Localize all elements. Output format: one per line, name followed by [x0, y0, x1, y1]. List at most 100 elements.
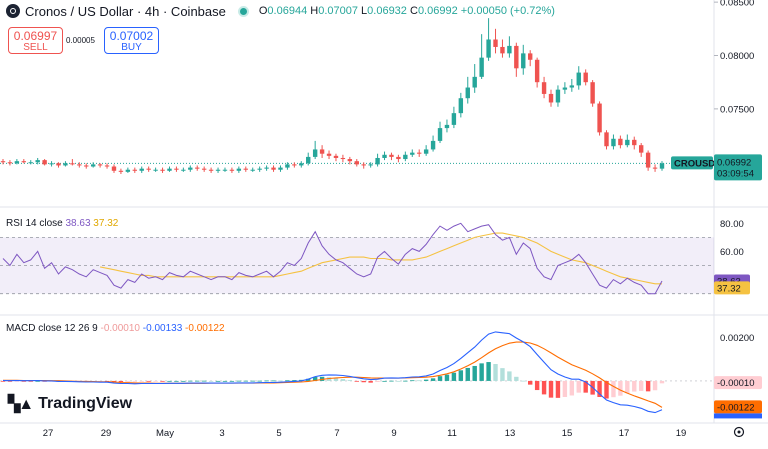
- macd-histogram-bar: [486, 362, 491, 381]
- candle-body: [632, 139, 637, 146]
- candle-body: [264, 167, 269, 169]
- macd-histogram-bar: [361, 380, 366, 383]
- candle-body: [299, 163, 304, 166]
- macd-histogram-bar: [652, 380, 658, 391]
- macd-histogram-bar: [368, 380, 373, 383]
- candle-body: [236, 168, 242, 171]
- close-label: C: [409, 5, 418, 17]
- macd-histogram-bar: [312, 377, 318, 381]
- change-value: +0.00050 (+0.72%): [460, 5, 555, 17]
- candle-body: [361, 164, 366, 166]
- candle-body: [195, 167, 200, 169]
- rsi-legend[interactable]: RSI 14 close 38.63 37.32: [6, 218, 118, 229]
- macd-histogram-bar: [423, 379, 429, 381]
- candle-body: [590, 82, 595, 104]
- macd-histogram-bar: [410, 380, 415, 382]
- macd-histogram-bar: [215, 380, 221, 382]
- time-axis-label: 15: [562, 428, 573, 439]
- macd-histogram-bar: [534, 380, 540, 391]
- macd-histogram-bar: [167, 380, 172, 382]
- price-axis-label: 0.08000: [720, 51, 754, 62]
- macd-histogram-bar: [243, 380, 248, 382]
- macd-histogram-bar: [21, 380, 27, 382]
- macd-histogram-bar: [437, 376, 443, 381]
- macd-histogram-bar: [28, 380, 33, 382]
- macd-signal-line: [3, 341, 663, 408]
- tradingview-logo[interactable]: ▚▲ TradingView: [8, 394, 132, 414]
- cronos-logo-icon: [6, 4, 20, 18]
- candle-body: [423, 149, 429, 154]
- macd-hist-tag: -0.00010: [717, 378, 755, 389]
- candle-body: [333, 155, 339, 158]
- chart-header: Cronos / US Dollar · 4h · Coinbase O0.06…: [0, 0, 555, 22]
- macd-signal-tag: -0.00122: [717, 402, 755, 413]
- macd-histogram-bar: [14, 380, 20, 382]
- candle-body: [562, 87, 568, 90]
- candle-body: [437, 128, 443, 141]
- candle-body: [160, 169, 165, 171]
- candle-body: [0, 161, 6, 163]
- candle-body: [118, 170, 124, 172]
- macd-histogram-bar: [375, 380, 380, 383]
- ohlc-values: O0.06944 H0.07007 L0.06932 C0.06992 +0.0…: [259, 5, 555, 17]
- sell-button[interactable]: 0.06997 SELL: [8, 27, 63, 54]
- macd-histogram-bar: [382, 380, 387, 382]
- time-axis-label: May: [156, 428, 174, 439]
- candle-body: [548, 93, 554, 103]
- last-price-tag-bg: [714, 154, 762, 181]
- candle-body: [583, 72, 588, 83]
- macd-histogram-bar: [222, 380, 228, 382]
- candle-body: [500, 46, 505, 54]
- settings-gear-icon[interactable]: [733, 426, 745, 438]
- candle-body: [340, 157, 346, 160]
- candle-body: [49, 163, 54, 165]
- macd-line-value: -0.00133: [142, 323, 183, 334]
- candle-body: [444, 124, 450, 129]
- candle-body: [417, 152, 422, 154]
- macd-histogram-bar: [278, 380, 283, 382]
- candle-body: [375, 157, 380, 165]
- candle-body: [278, 167, 283, 170]
- macd-histogram-bar: [285, 380, 290, 382]
- candle-body: [306, 156, 311, 164]
- time-axis-label: 19: [676, 428, 687, 439]
- candle-body: [222, 169, 228, 171]
- time-axis-label: 7: [334, 428, 339, 439]
- macd-histogram-bar: [417, 380, 422, 382]
- candle-body: [153, 169, 158, 171]
- high-value: 0.07007: [318, 5, 358, 17]
- candle-body: [645, 152, 651, 168]
- macd-histogram-bar: [521, 380, 526, 382]
- candle-body: [271, 167, 276, 170]
- macd-legend[interactable]: MACD close 12 26 9 -0.00010 -0.00133 -0.…: [6, 323, 225, 334]
- time-axis-label: 5: [276, 428, 281, 439]
- time-axis-label: 17: [619, 428, 630, 439]
- candle-body: [146, 168, 151, 170]
- candle-body: [569, 85, 575, 88]
- symbol-title[interactable]: Cronos / US Dollar · 4h · Coinbase: [25, 3, 226, 19]
- candle-body: [201, 168, 207, 170]
- candle-body: [125, 169, 131, 172]
- macd-histogram-bar: [306, 378, 311, 381]
- macd-histogram-bar: [201, 380, 207, 382]
- rsi-ma-tag: 37.32: [717, 283, 741, 294]
- macd-histogram-bar: [569, 380, 575, 396]
- macd-histogram-bar: [597, 380, 602, 397]
- macd-histogram-bar: [562, 380, 568, 397]
- macd-histogram-bar: [132, 380, 137, 382]
- macd-histogram-bar: [7, 380, 13, 382]
- macd-hist-tag-bg: [714, 376, 762, 390]
- macd-histogram-bar: [514, 376, 519, 381]
- buy-button[interactable]: 0.07002 BUY: [104, 27, 159, 54]
- candle-body: [28, 162, 33, 164]
- candle-body: [347, 159, 353, 162]
- candle-body: [611, 138, 616, 147]
- macd-line: [2, 331, 663, 414]
- candle-body: [42, 160, 47, 165]
- time-axis-label: 11: [447, 428, 457, 439]
- macd-histogram-bar: [507, 371, 512, 381]
- candle-body: [604, 132, 609, 147]
- candle-body: [167, 168, 172, 171]
